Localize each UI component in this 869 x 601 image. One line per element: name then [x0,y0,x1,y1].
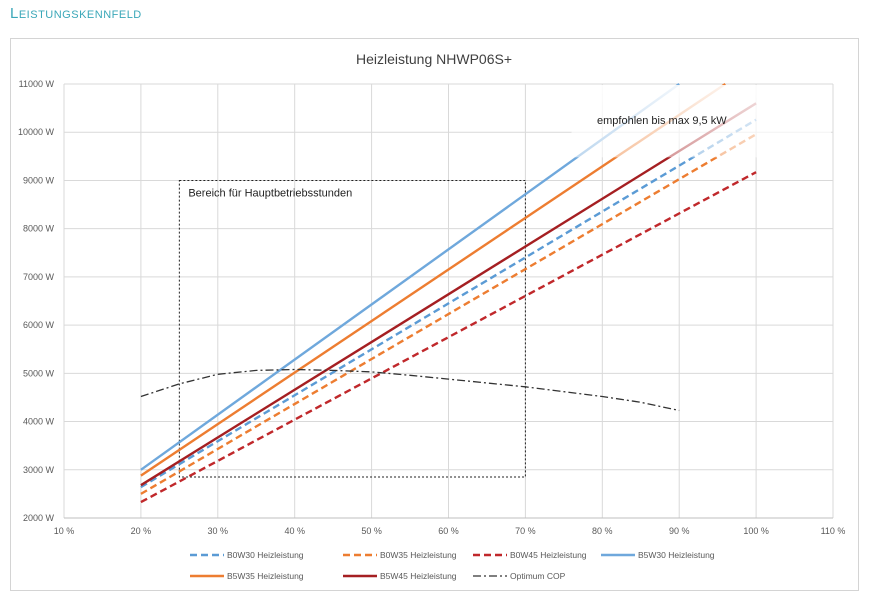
series-line-6 [140,368,680,412]
y-tick-label: 3000 W [23,465,55,475]
main-operating-box-rect [178,179,526,478]
y-tick-label: 10000 W [18,127,55,137]
legend-label-0: B0W30 Heizleistung [227,550,304,560]
legend-label-6: Optimum COP [510,571,566,581]
legend-label-2: B0W45 Heizleistung [510,550,587,560]
main-operating-box-label: Bereich für Hauptbetriebsstunden [188,187,352,199]
y-tick-label: 5000 W [23,368,55,378]
legend-label-1: B0W35 Heizleistung [380,550,457,560]
y-tick-label: 4000 W [23,417,55,427]
limit-fade-rect [571,85,831,158]
y-tick-label: 6000 W [23,320,55,330]
series-line-1 [140,133,757,495]
x-tick-label: 110 % [821,526,846,536]
axes: 10 % 20 % 30 % 40 % 50 % 60 % 70 % 80 % 90 % 100 … [18,79,845,536]
legend: B0W30 Heizleistung B0W35 Heizleistung B0W4… [190,550,715,581]
series-line-2 [140,171,757,504]
x-tick-label: 70 % [515,526,536,536]
x-tick-label: 30 % [208,526,229,536]
y-tick-label: 8000 W [23,224,55,234]
legend-label-5: B5W45 Heizleistung [380,571,457,581]
x-tick-label: 20 % [131,526,152,536]
recommended-limit-overlay: empfohlen bis max 9,5 kW [571,85,831,158]
y-tick-label: 9000 W [23,175,55,185]
series-line-0 [140,118,757,489]
x-tick-label: 50 % [361,526,382,536]
y-tick-label: 2000 W [23,513,55,523]
section-title: Leistungskennfeld [10,5,142,22]
x-tick-label: 80 % [592,526,613,536]
x-tick-label: 60 % [438,526,459,536]
x-tick-label: 100 % [743,526,769,536]
x-tick-label: 40 % [284,526,305,536]
y-tick-label: 7000 W [23,272,55,282]
x-tick-label: 90 % [669,526,690,536]
x-tick-label: 10 % [54,526,75,536]
legend-label-4: B5W35 Heizleistung [227,571,304,581]
series-line-5 [140,102,757,487]
main-operating-box: Bereich für Hauptbetriebsstunden [178,179,526,478]
y-tick-label: 11000 W [19,79,55,89]
recommended-limit-label: empfohlen bis max 9,5 kW [597,115,727,127]
legend-label-3: B5W30 Heizleistung [638,550,715,560]
chart-title: Heizleistung NHWP06S+ [356,51,512,67]
